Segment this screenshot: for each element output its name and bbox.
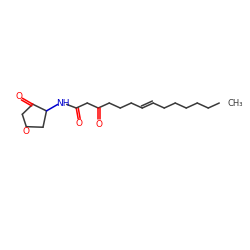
Text: O: O [76,119,83,128]
Text: NH: NH [56,99,70,108]
Text: CH₃: CH₃ [227,98,243,108]
Text: O: O [96,120,103,128]
Text: O: O [15,92,22,101]
Text: O: O [23,127,30,136]
